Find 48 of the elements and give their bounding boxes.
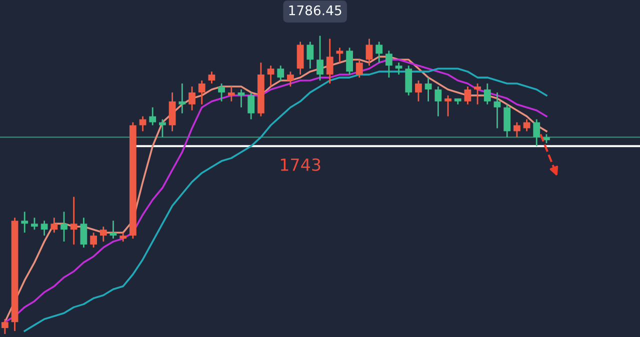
candlestick — [178, 82, 186, 114]
candlestick — [218, 82, 225, 102]
candlestick — [40, 220, 48, 236]
candlestick — [21, 211, 28, 234]
candlestick — [100, 226, 107, 242]
candlestick — [149, 106, 156, 126]
candlestick — [424, 76, 432, 102]
candlestick — [198, 80, 206, 106]
candlestick — [188, 86, 196, 112]
candlestick — [50, 217, 58, 234]
candlestick — [287, 70, 294, 88]
candlestick — [168, 92, 176, 132]
candlestick — [356, 58, 363, 78]
candlestick — [336, 47, 344, 64]
candlestick — [494, 92, 501, 129]
candlestick — [395, 62, 402, 76]
candlestick — [70, 196, 78, 246]
candlestick — [90, 232, 97, 248]
candlestick — [415, 80, 422, 102]
candlestick — [60, 211, 68, 242]
text: 1786.45 — [289, 5, 342, 16]
candlestick — [376, 41, 383, 64]
candlestick — [277, 64, 284, 82]
candlestick — [385, 50, 392, 78]
candlestick — [316, 35, 324, 82]
candlestick — [513, 122, 520, 138]
candlestick — [444, 94, 452, 118]
candlestick — [1, 318, 8, 335]
candlestick — [80, 217, 88, 248]
annotation: 1743 — [280, 158, 320, 171]
candlestick — [296, 41, 304, 76]
candlestick — [228, 86, 235, 102]
candlestick — [139, 116, 146, 132]
candlestick — [110, 220, 117, 240]
candlestick — [306, 41, 314, 70]
candlestick — [248, 92, 255, 120]
candlestick — [267, 64, 274, 88]
candlestick — [31, 217, 38, 230]
candlestick — [464, 86, 472, 106]
candlestick — [346, 47, 353, 76]
candlestick — [326, 38, 334, 84]
candlestick — [484, 82, 491, 106]
candlestick — [208, 70, 216, 84]
candlestick — [238, 88, 245, 108]
candlestick — [474, 82, 481, 106]
candlestick — [434, 86, 442, 118]
candlestick — [366, 38, 373, 66]
candlestick — [405, 64, 412, 96]
